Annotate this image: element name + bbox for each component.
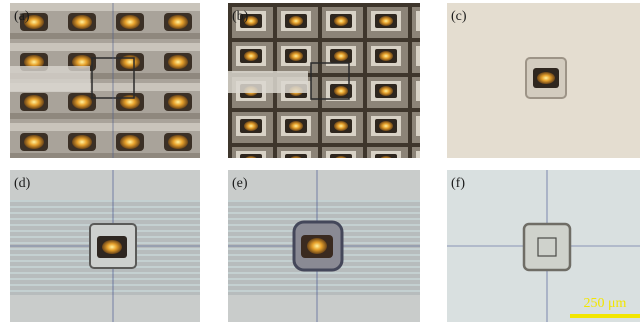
panel-label: (c) <box>451 9 467 24</box>
scale-bar-label: 250 μm <box>584 296 627 311</box>
panel-b-bleached <box>228 71 308 93</box>
panel-label: (e) <box>232 176 248 191</box>
panel-a-bleached <box>10 66 90 92</box>
figure: (a) (b) (c) (d) (e) (f) 250 μm <box>0 0 643 323</box>
panel-label: (f) <box>451 176 465 191</box>
panel-label: (b) <box>232 9 249 24</box>
panel-label: (a) <box>14 9 30 24</box>
panel-label: (d) <box>14 176 31 191</box>
